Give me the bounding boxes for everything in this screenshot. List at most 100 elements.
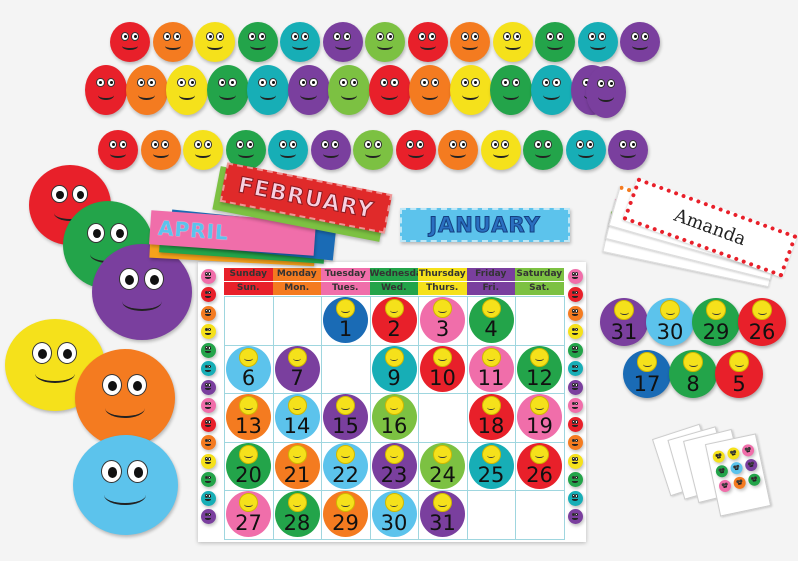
strip-face — [407, 22, 448, 62]
date-card: 25 — [468, 442, 514, 489]
big-face-cutout — [72, 435, 178, 535]
sticker-face — [717, 478, 733, 494]
smiley-icon — [433, 444, 452, 464]
eye-icon — [205, 32, 214, 41]
eye-icon — [208, 494, 212, 498]
smile-icon — [572, 369, 578, 372]
eye-icon — [298, 77, 308, 87]
eye-icon — [102, 373, 122, 396]
smiley-icon — [384, 444, 404, 464]
eye-icon — [428, 32, 437, 41]
strip-face — [166, 65, 208, 115]
eye-icon — [118, 140, 127, 149]
eye-icon — [349, 77, 359, 87]
date-number: 11 — [477, 365, 505, 390]
eye-icon — [501, 77, 510, 87]
strip-face — [480, 130, 521, 170]
eye-icon — [321, 140, 330, 149]
eye-icon — [204, 309, 208, 313]
date-number: 21 — [283, 462, 311, 487]
border-face — [200, 287, 216, 302]
eye-icon — [575, 309, 579, 313]
eye-icon — [300, 32, 309, 41]
strip-face — [523, 130, 563, 170]
eye-icon — [119, 268, 139, 290]
smile-icon — [504, 42, 521, 50]
day-header-short: Tues. — [321, 282, 370, 295]
smile-icon — [322, 150, 339, 158]
strip-face — [322, 22, 363, 62]
eye-icon — [32, 342, 52, 364]
smile-icon — [572, 295, 578, 298]
day-header-short: Fri. — [466, 282, 515, 295]
strip-face — [110, 22, 150, 62]
loose-date-card: 26 — [738, 298, 786, 346]
date-number: 30 — [656, 320, 684, 344]
eye-icon — [71, 185, 89, 204]
eye-icon — [120, 32, 129, 41]
strip-face — [328, 65, 370, 115]
calendar-board: Sunday Sun. Monday Mon. Tuesday Tues. Wednesda… — [198, 262, 586, 542]
day-header-short: Mon. — [272, 282, 321, 295]
eye-icon — [571, 401, 575, 406]
date-number: 20 — [235, 462, 262, 487]
smile-icon — [737, 482, 743, 486]
border-face — [200, 490, 216, 506]
eye-icon — [268, 77, 278, 87]
eye-icon — [333, 32, 342, 41]
strip-face — [492, 22, 533, 62]
smile-icon — [205, 461, 211, 464]
eye-icon — [144, 268, 164, 290]
eye-icon — [571, 475, 575, 480]
strip-face — [247, 65, 289, 115]
border-face — [200, 398, 216, 413]
strip-face — [125, 65, 168, 115]
date-card: 1 — [323, 297, 368, 343]
eye-icon — [575, 383, 579, 387]
calendar-cell — [418, 393, 468, 443]
date-number: 22 — [332, 462, 359, 487]
strip-face — [449, 65, 492, 115]
smile-icon — [572, 424, 578, 427]
smile-icon — [572, 313, 578, 316]
smiley-icon — [336, 396, 355, 415]
date-number: 27 — [235, 511, 262, 535]
smile-icon — [259, 90, 277, 100]
eye-icon — [161, 140, 170, 149]
eye-icon — [204, 364, 208, 369]
date-card: 12 — [517, 345, 562, 392]
eye-icon — [545, 32, 554, 41]
date-number: 3 — [435, 317, 450, 341]
calendar-cell — [515, 490, 565, 540]
sticker-face — [714, 464, 729, 479]
eye-icon — [339, 77, 348, 87]
smiley-icon — [384, 493, 404, 512]
smiley-icon — [336, 444, 355, 464]
smile-icon — [105, 398, 145, 418]
sticker-face — [729, 461, 744, 476]
eye-icon — [588, 32, 597, 41]
loose-date-card: 5 — [715, 350, 763, 398]
smile-icon — [502, 90, 520, 100]
strip-face — [206, 65, 249, 115]
eye-icon — [278, 140, 287, 149]
smile-icon — [205, 350, 211, 353]
eye-icon — [258, 77, 267, 87]
date-card: 4 — [468, 297, 514, 343]
smiley-icon — [481, 299, 501, 318]
eye-icon — [501, 140, 510, 149]
smile-icon — [381, 90, 398, 100]
smile-icon — [572, 276, 578, 279]
eye-icon — [571, 272, 575, 276]
eye-icon — [290, 32, 299, 41]
date-number: 30 — [380, 511, 408, 535]
eye-icon — [204, 383, 208, 387]
border-face — [567, 509, 583, 524]
eye-icon — [258, 32, 267, 41]
date-card: 29 — [323, 491, 368, 537]
eye-icon — [204, 475, 208, 480]
eye-icon — [177, 77, 186, 87]
strip-face — [409, 65, 451, 115]
smiley-icon — [481, 347, 501, 367]
eye-icon — [575, 346, 579, 350]
